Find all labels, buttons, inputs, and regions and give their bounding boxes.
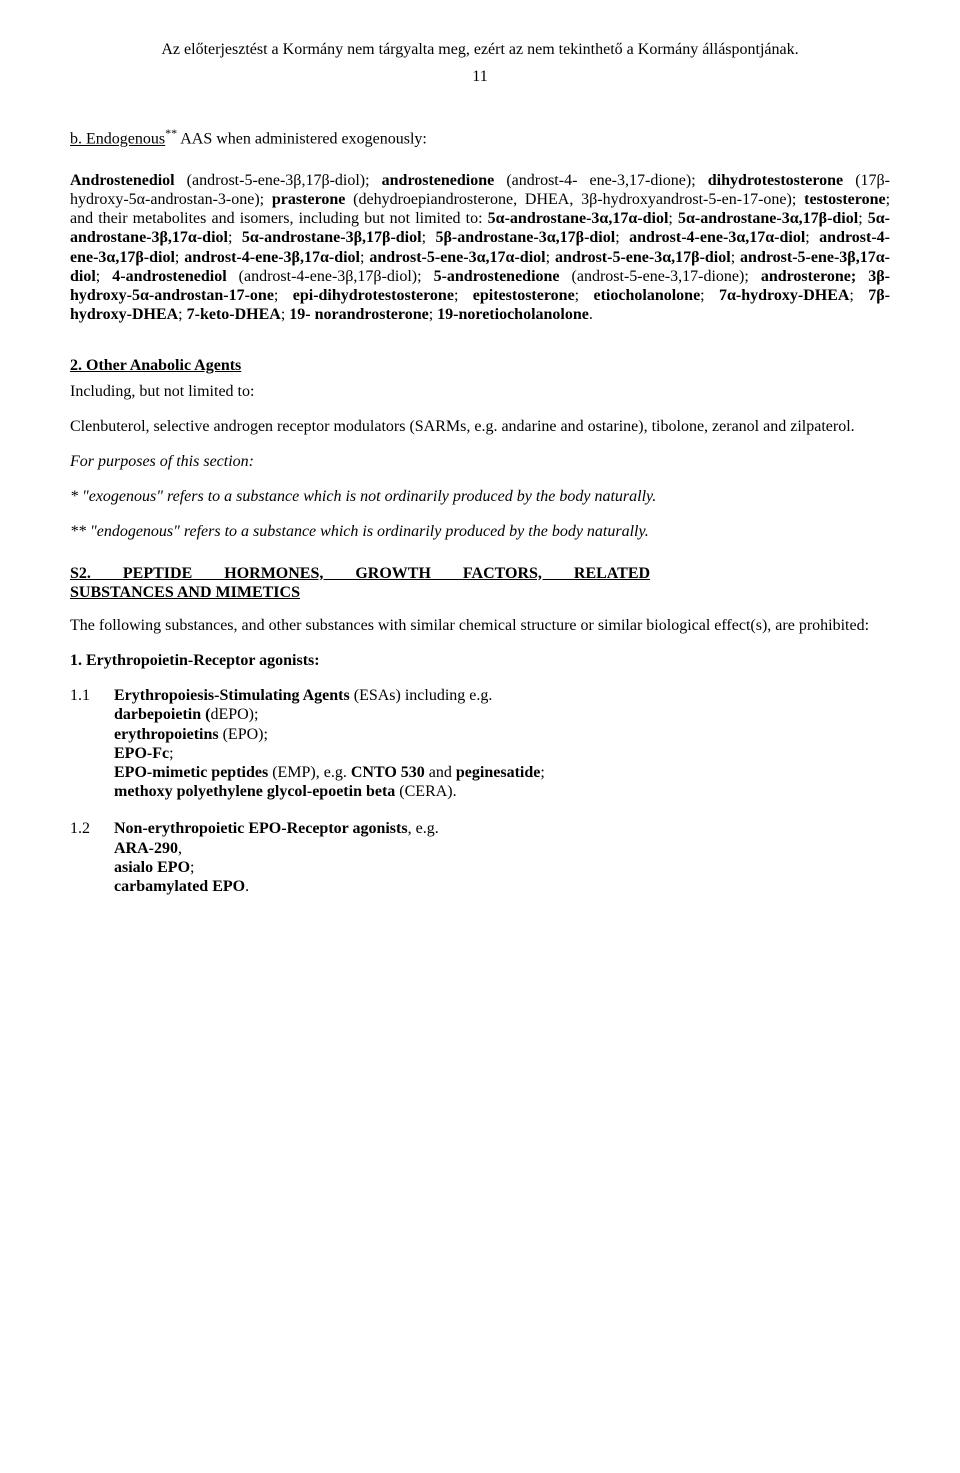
list-1-2-line: ARA-290,: [114, 839, 890, 858]
list-main-title: 1. Erythropoietin-Receptor agonists:: [70, 651, 890, 670]
list-1-2-line: Non-erythropoietic EPO-Receptor agonists…: [114, 819, 890, 838]
list-1-1-line: Erythropoiesis-Stimulating Agents (ESAs)…: [114, 686, 890, 705]
list-1-1-line: erythropoietins (EPO);: [114, 725, 890, 744]
list-1-1-line: darbepoietin (dEPO);: [114, 705, 890, 724]
s2-intro: The following substances, and other subs…: [70, 616, 890, 635]
list-num-1-1: 1.1: [70, 686, 114, 801]
list-1-2-line: carbamylated EPO.: [114, 877, 890, 896]
section-b-sup: **: [165, 126, 177, 140]
s2-heading: S2. PEPTIDE HORMONES, GROWTH FACTORS, RE…: [70, 564, 890, 602]
list-item-1-2: 1.2 Non-erythropoietic EPO-Receptor agon…: [70, 819, 890, 896]
clenbuterol-paragraph: Clenbuterol, selective androgen receptor…: [70, 417, 890, 436]
header-disclaimer: Az előterjesztést a Kormány nem tárgyalt…: [70, 40, 890, 59]
list-item-1-1: 1.1 Erythropoiesis-Stimulating Agents (E…: [70, 686, 890, 801]
including-line: Including, but not limited to:: [70, 382, 890, 401]
list-1-1-line: methoxy polyethylene glycol-epoetin beta…: [114, 782, 890, 801]
section-b-lead: b. Endogenous: [70, 131, 165, 148]
s2-heading-line2: SUBSTANCES AND MIMETICS: [70, 584, 300, 601]
substance-paragraph: Androstenediol (androst-5-ene-3β,17β-dio…: [70, 171, 890, 325]
list-num-1-2: 1.2: [70, 819, 114, 896]
footnote-endogenous: ** "endogenous" refers to a substance wh…: [70, 522, 890, 541]
section-b-title: b. Endogenous** AAS when administered ex…: [70, 126, 890, 149]
purposes-line: For purposes of this section:: [70, 452, 890, 471]
list-1-2-line: asialo EPO;: [114, 858, 890, 877]
list-1-1-line: EPO-mimetic peptides (EMP), e.g. CNTO 53…: [114, 763, 890, 782]
s2-heading-line1: S2. PEPTIDE HORMONES, GROWTH FACTORS, RE…: [70, 565, 650, 582]
other-anabolic-heading: 2. Other Anabolic Agents: [70, 356, 890, 375]
section-b-tail: AAS when administered exogenously:: [177, 131, 427, 148]
footnote-exogenous: * "exogenous" refers to a substance whic…: [70, 487, 890, 506]
list-1-1-line: EPO-Fc;: [114, 744, 890, 763]
page-number: 11: [70, 67, 890, 86]
